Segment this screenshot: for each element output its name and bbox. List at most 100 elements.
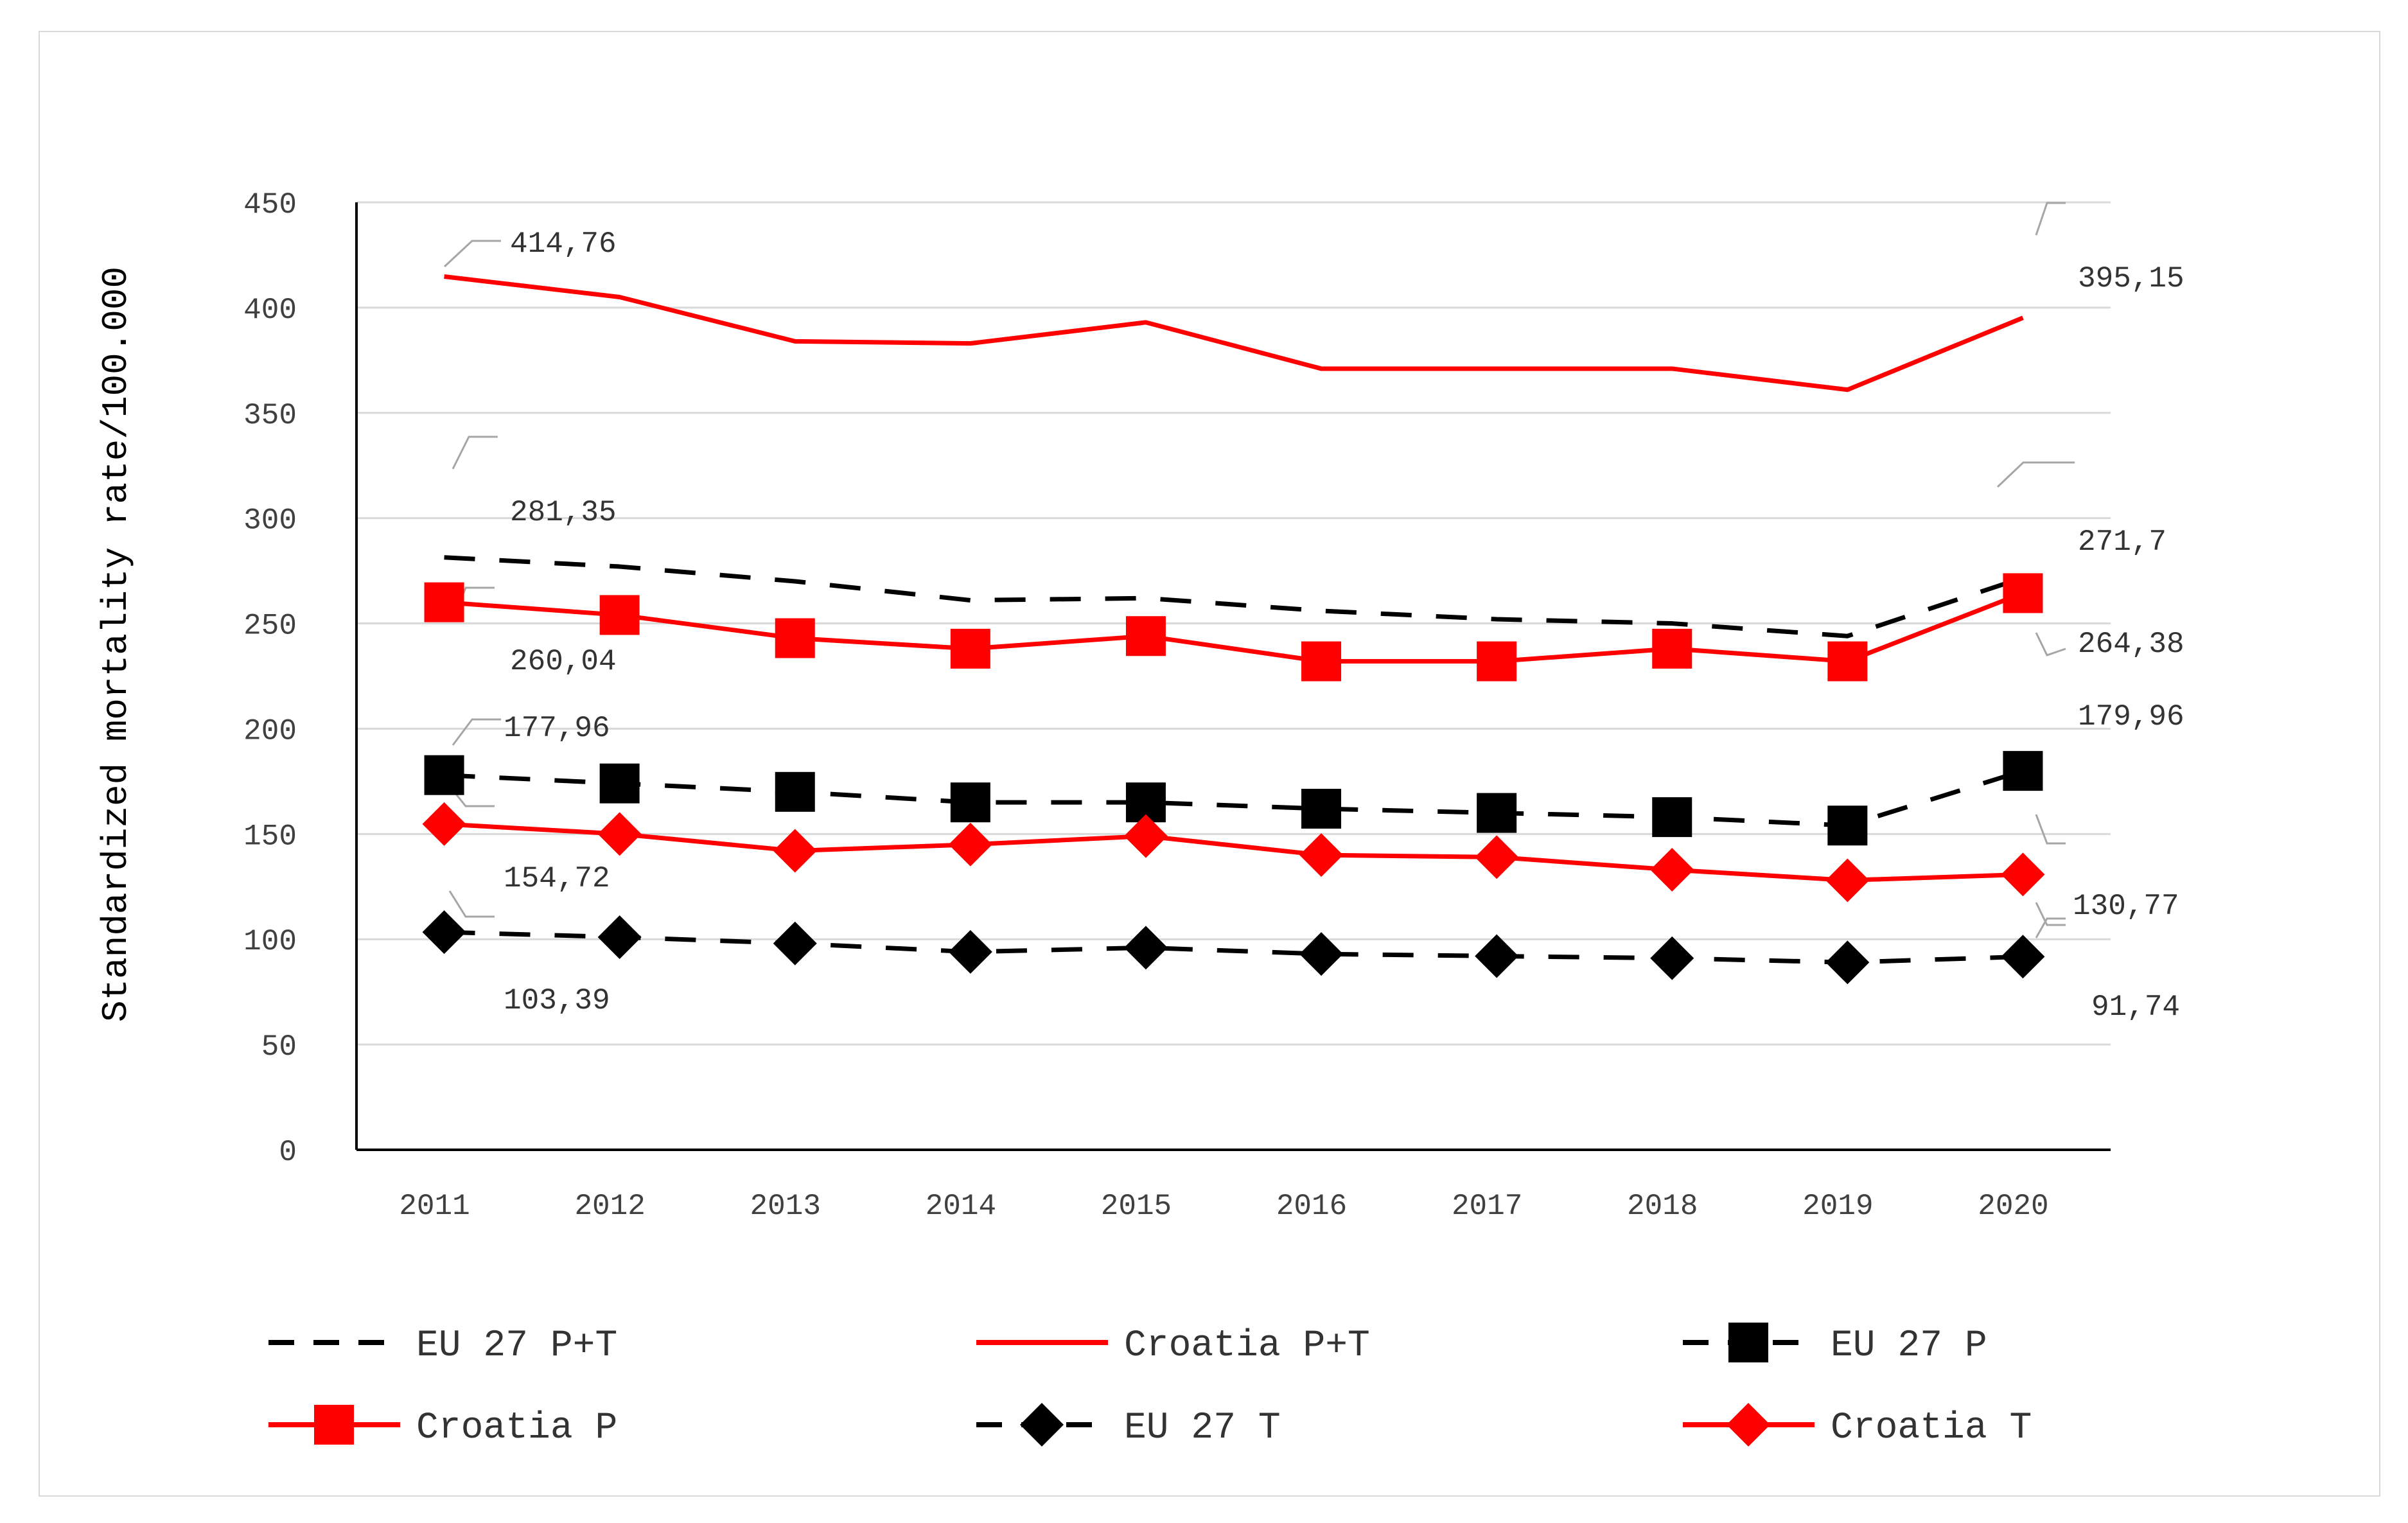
series-line-5 — [444, 822, 2023, 883]
data-label-11: 91,74 — [2091, 990, 2180, 1024]
data-label-3: 271,7 — [2078, 525, 2166, 559]
series-line-0 — [444, 555, 2024, 638]
data-label-1: 395,15 — [2078, 262, 2184, 295]
label-leaders — [443, 202, 2075, 938]
y-tick-label-300: 300 — [243, 504, 297, 538]
series-2-point-0 — [424, 755, 464, 795]
data-label-8: 154,72 — [504, 862, 610, 895]
series-2-point-5 — [1301, 789, 1342, 829]
y-tick-label-350: 350 — [243, 399, 297, 432]
y-tick-label-0: 0 — [279, 1136, 297, 1169]
data-label-9: 130,77 — [2073, 890, 2179, 923]
series-3-point-6 — [1477, 641, 1517, 682]
series-5-point-7 — [1650, 848, 1694, 892]
legend: EU 27 P+T Croatia P+T EU 27 P Croatia P EU 2… — [268, 1323, 2032, 1449]
legend-label-4: EU 27 T — [1124, 1407, 1281, 1449]
series-4-point-4 — [1123, 926, 1168, 970]
x-tick-label-2013: 2013 — [750, 1190, 821, 1223]
series-4-point-7 — [1650, 936, 1694, 980]
series-5-point-4 — [1123, 814, 1168, 858]
series-2-point-7 — [1652, 797, 1692, 838]
series-3-point-7 — [1652, 628, 1692, 669]
leader-line-10 — [448, 890, 495, 918]
leader-line-9 — [2035, 902, 2066, 926]
y-tick-label-100: 100 — [243, 925, 297, 958]
series-4-point-6 — [1475, 934, 1519, 978]
series-4-point-8 — [1825, 940, 1870, 985]
series-2-point-8 — [1827, 806, 1868, 846]
data-labels: 414,76 395,15 281,35 271,7 260,04 264,38 177,9… — [504, 227, 2184, 1024]
x-tick-label-2020: 2020 — [1978, 1190, 2048, 1223]
series-5-point-1 — [597, 812, 642, 856]
series-5-point-6 — [1475, 835, 1519, 879]
series-4-point-2 — [773, 921, 817, 965]
series-4-point-9 — [2001, 935, 2045, 979]
series-lines — [444, 274, 2024, 965]
series-3-point-4 — [1125, 616, 1166, 656]
y-tick-label-250: 250 — [243, 610, 297, 643]
series-line-3 — [444, 591, 2024, 664]
legend-swatch-marker-4 — [1020, 1403, 1064, 1447]
x-tick-label-2019: 2019 — [1802, 1190, 1873, 1223]
leader-line-1 — [2035, 202, 2066, 236]
series-2-point-3 — [950, 782, 990, 823]
y-axis-title: Standardized mortality rate/100.000 — [96, 267, 137, 1022]
series-2-point-6 — [1477, 793, 1517, 833]
y-tick-label-200: 200 — [243, 714, 297, 748]
x-tick-label-2017: 2017 — [1452, 1190, 1522, 1223]
x-tick-label-2012: 2012 — [574, 1190, 645, 1223]
data-label-5: 264,38 — [2078, 628, 2184, 661]
series-4-point-5 — [1299, 932, 1344, 976]
leader-line-3 — [1996, 461, 2075, 488]
x-tick-label-2015: 2015 — [1101, 1190, 1172, 1223]
data-label-0: 414,76 — [510, 227, 617, 261]
series-5-point-9 — [2001, 852, 2045, 897]
series-4-point-0 — [422, 910, 466, 955]
leader-line-5 — [2035, 632, 2066, 656]
series-3-point-1 — [599, 595, 640, 635]
series-3-point-5 — [1301, 641, 1342, 682]
series-5-point-0 — [422, 802, 466, 846]
data-label-6: 177,96 — [504, 712, 610, 745]
legend-label-0: EU 27 P+T — [416, 1325, 617, 1367]
x-tick-label-2018: 2018 — [1627, 1190, 1698, 1223]
series-line-1 — [444, 274, 2024, 392]
series-2-point-1 — [599, 763, 640, 804]
y-tick-label-50: 50 — [261, 1030, 297, 1064]
leader-line-11 — [2035, 917, 2066, 938]
series-5-point-8 — [1825, 858, 1870, 902]
legend-swatch-marker-3 — [314, 1405, 354, 1445]
leader-line-8 — [452, 789, 495, 807]
series-5-point-5 — [1299, 833, 1344, 877]
legend-swatch-marker-5 — [1727, 1403, 1770, 1447]
data-label-2: 281,35 — [510, 496, 617, 529]
tick-labels: 0 50 100 150 200 250 300 350 400 450 2011 2012 2013 2… — [243, 188, 2048, 1223]
series-5-point-2 — [773, 829, 817, 873]
legend-label-1: Croatia P+T — [1124, 1325, 1370, 1367]
legend-label-3: Croatia P — [416, 1407, 617, 1449]
data-label-10: 103,39 — [504, 984, 610, 1017]
series-3-point-0 — [424, 582, 464, 622]
leader-line-6 — [452, 718, 501, 746]
y-tick-label-450: 450 — [243, 188, 297, 222]
leader-line-7 — [2035, 814, 2066, 845]
legend-label-2: EU 27 P — [1831, 1325, 1987, 1367]
series-4-point-1 — [597, 915, 642, 959]
series-5-point-3 — [948, 822, 992, 867]
x-tick-label-2014: 2014 — [926, 1190, 996, 1223]
y-tick-label-150: 150 — [243, 820, 297, 853]
series-line-4 — [444, 929, 2023, 965]
x-tick-label-2016: 2016 — [1276, 1190, 1347, 1223]
leader-line-2 — [452, 436, 498, 470]
data-label-4: 260,04 — [510, 645, 617, 678]
series-2-point-2 — [775, 771, 815, 812]
x-tick-label-2011: 2011 — [399, 1190, 470, 1223]
axes — [355, 202, 2111, 1151]
legend-label-5: Croatia T — [1831, 1407, 2032, 1449]
series-3-point-2 — [775, 618, 815, 658]
series-3-point-9 — [2003, 573, 2043, 613]
series-line-2 — [444, 768, 2024, 828]
data-label-7: 179,96 — [2078, 700, 2184, 734]
legend-swatch-marker-2 — [1728, 1323, 1768, 1362]
